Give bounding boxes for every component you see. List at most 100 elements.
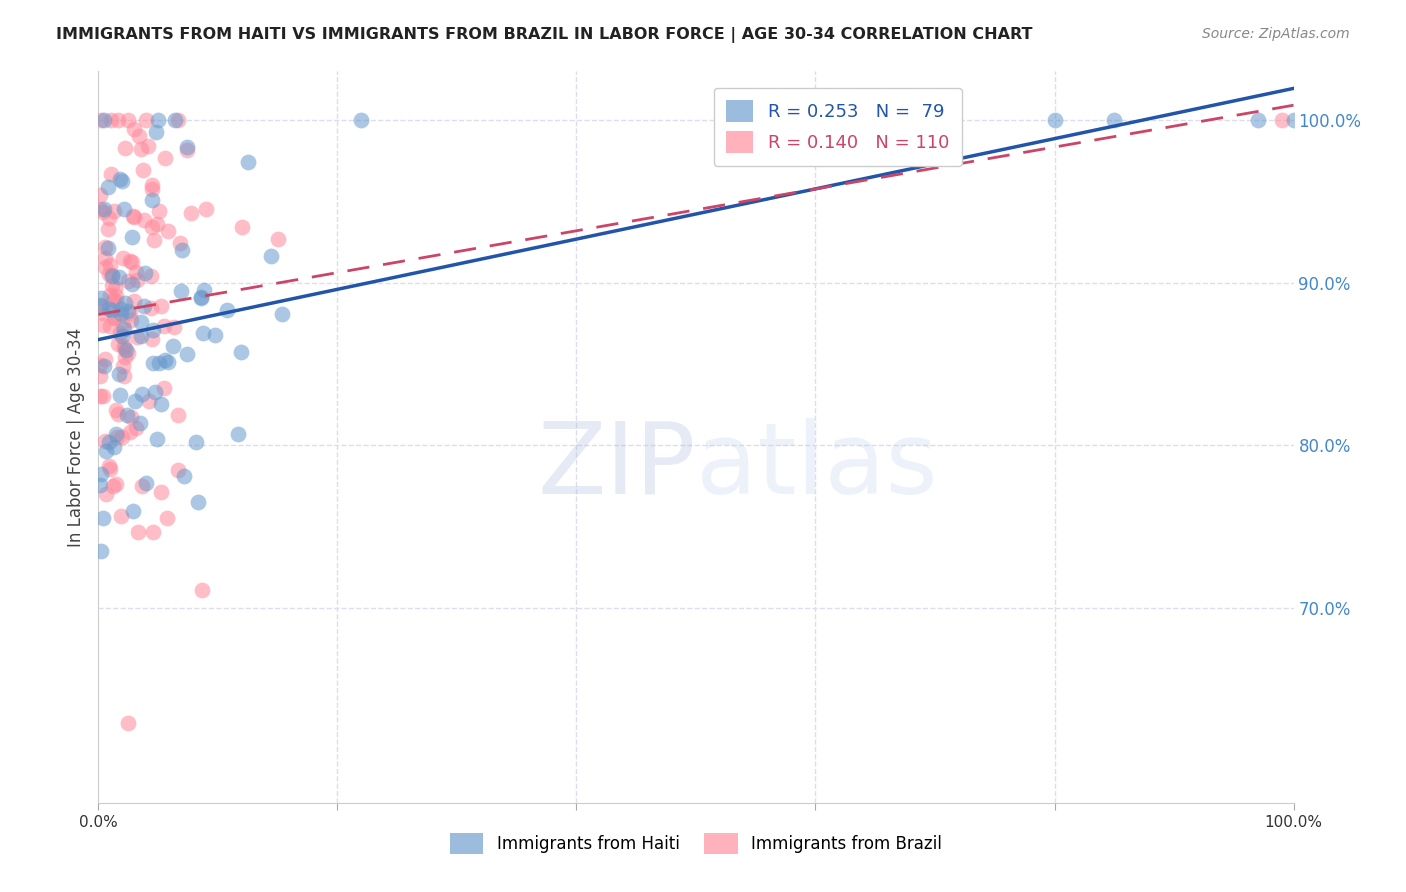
Point <box>94 251 117 265</box>
Point <box>122 211 145 225</box>
Point <box>100 113 122 128</box>
Point <box>105 477 128 491</box>
Point <box>167 463 190 477</box>
Point <box>107 113 129 128</box>
Point <box>114 141 136 155</box>
Point <box>176 140 198 154</box>
Point <box>146 217 169 231</box>
Point <box>118 253 141 268</box>
Point <box>193 283 215 297</box>
Legend: Immigrants from Haiti, Immigrants from Brazil: Immigrants from Haiti, Immigrants from B… <box>443 827 949 860</box>
Point <box>89 478 111 492</box>
Point <box>134 299 156 313</box>
Point <box>103 203 125 218</box>
Point <box>156 355 179 369</box>
Point <box>120 425 142 439</box>
Point <box>98 268 121 282</box>
Point <box>136 138 159 153</box>
Point <box>100 269 122 284</box>
Point <box>350 113 373 128</box>
Point <box>93 113 115 128</box>
Point <box>110 326 132 341</box>
Point <box>89 368 111 383</box>
Point <box>122 209 145 223</box>
Point <box>114 296 136 310</box>
Point <box>110 508 132 523</box>
Point <box>135 113 157 128</box>
Point <box>128 128 150 143</box>
Point <box>169 236 191 251</box>
Point <box>98 302 121 317</box>
Point <box>104 281 127 295</box>
Point <box>117 113 139 128</box>
Point <box>91 389 114 403</box>
Point <box>110 307 132 321</box>
Point <box>90 291 112 305</box>
Point <box>103 440 125 454</box>
Point <box>93 359 115 374</box>
Text: ZIP: ZIP <box>537 417 696 515</box>
Point <box>114 350 136 364</box>
Point <box>117 346 139 360</box>
Point <box>104 427 127 442</box>
Point <box>138 394 160 409</box>
Point <box>112 339 135 353</box>
Point <box>111 329 134 343</box>
Point <box>121 255 143 269</box>
Point <box>100 303 122 318</box>
Point <box>150 299 173 313</box>
Point <box>104 289 127 303</box>
Point <box>91 318 114 333</box>
Point <box>186 435 208 450</box>
Point <box>98 211 121 226</box>
Point <box>143 384 166 399</box>
Point <box>134 266 156 280</box>
Point <box>173 469 195 483</box>
Point <box>170 285 193 299</box>
Point <box>153 318 176 333</box>
Point <box>142 323 165 337</box>
Point <box>153 381 176 395</box>
Point <box>270 307 292 321</box>
Point <box>104 403 127 417</box>
Point <box>155 353 177 368</box>
Point <box>1104 113 1126 128</box>
Point <box>131 479 153 493</box>
Point <box>167 408 190 422</box>
Point <box>112 251 135 265</box>
Point <box>108 270 131 285</box>
Point <box>91 204 114 219</box>
Point <box>121 277 143 291</box>
Point <box>180 206 202 220</box>
Point <box>91 306 114 320</box>
Point <box>94 486 117 500</box>
Point <box>94 260 117 275</box>
Point <box>141 332 163 346</box>
Point <box>231 344 253 359</box>
Point <box>98 258 121 272</box>
Point <box>112 202 135 216</box>
Point <box>101 268 124 283</box>
Point <box>117 303 139 318</box>
Point <box>100 167 122 181</box>
Point <box>89 358 111 372</box>
Point <box>100 462 122 476</box>
Point <box>150 485 173 500</box>
Point <box>267 231 290 245</box>
Point <box>97 242 120 256</box>
Point <box>191 326 214 340</box>
Point <box>125 273 148 287</box>
Point <box>153 152 176 166</box>
Point <box>162 338 184 352</box>
Point <box>115 343 138 357</box>
Text: Source: ZipAtlas.com: Source: ZipAtlas.com <box>1202 27 1350 41</box>
Point <box>90 467 112 482</box>
Point <box>112 318 135 333</box>
Point <box>89 298 111 312</box>
Point <box>93 511 115 525</box>
Point <box>112 322 135 336</box>
Point <box>176 347 198 361</box>
Point <box>93 434 115 449</box>
Point <box>122 504 145 518</box>
Point <box>124 394 146 409</box>
